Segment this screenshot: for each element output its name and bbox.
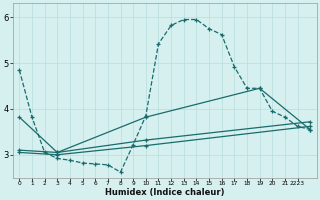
X-axis label: Humidex (Indice chaleur): Humidex (Indice chaleur) (105, 188, 225, 197)
